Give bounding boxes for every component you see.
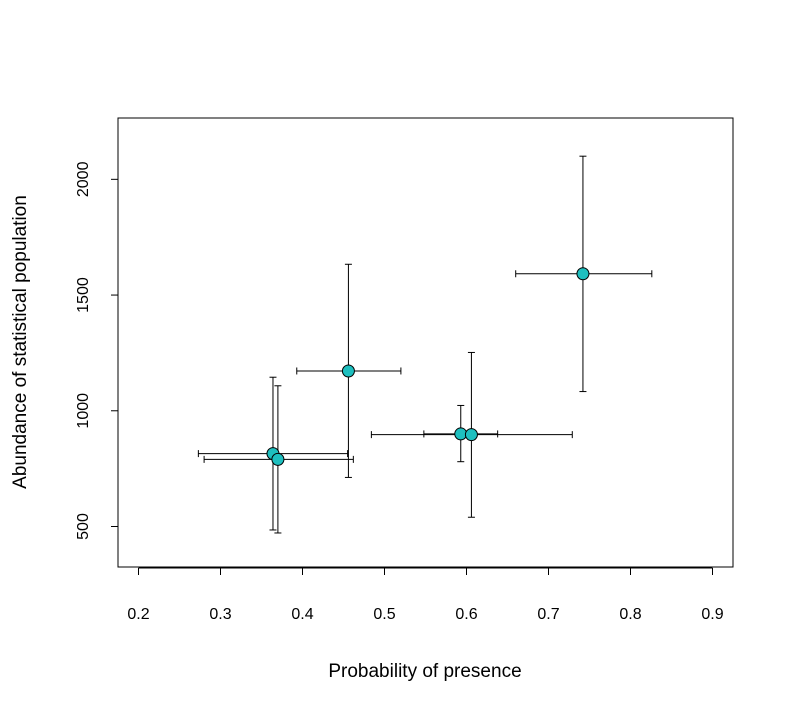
x-tick-label: 0.4 bbox=[291, 606, 313, 623]
error-bars bbox=[197, 155, 653, 534]
x-tick-label: 0.9 bbox=[701, 606, 723, 623]
x-axis-title: Probability of presence bbox=[328, 661, 521, 682]
x-tick-label: 0.6 bbox=[455, 606, 477, 623]
y-tick-label: 1000 bbox=[75, 393, 92, 429]
y-axis-title: Abundance of statistical population bbox=[10, 195, 31, 489]
x-tick-label: 0.7 bbox=[537, 606, 559, 623]
x-axis: 0.2 0.3 0.4 0.5 0.6 0.7 0.8 0.9 bbox=[127, 567, 724, 623]
y-tick-label: 1500 bbox=[75, 277, 92, 313]
y-axis: 500 1000 1500 2000 bbox=[75, 161, 119, 540]
y-tick-label: 2000 bbox=[75, 161, 92, 197]
x-tick-label: 0.3 bbox=[209, 606, 231, 623]
data-point bbox=[341, 364, 355, 378]
data-point bbox=[576, 267, 590, 281]
x-tick-label: 0.5 bbox=[373, 606, 395, 623]
data-points bbox=[266, 267, 590, 466]
plot-frame bbox=[117, 117, 734, 568]
x-tick-label: 0.8 bbox=[619, 606, 641, 623]
x-tick-label: 0.2 bbox=[127, 606, 149, 623]
y-tick-label: 500 bbox=[75, 513, 92, 540]
data-point bbox=[271, 452, 285, 466]
data-point bbox=[464, 428, 478, 442]
